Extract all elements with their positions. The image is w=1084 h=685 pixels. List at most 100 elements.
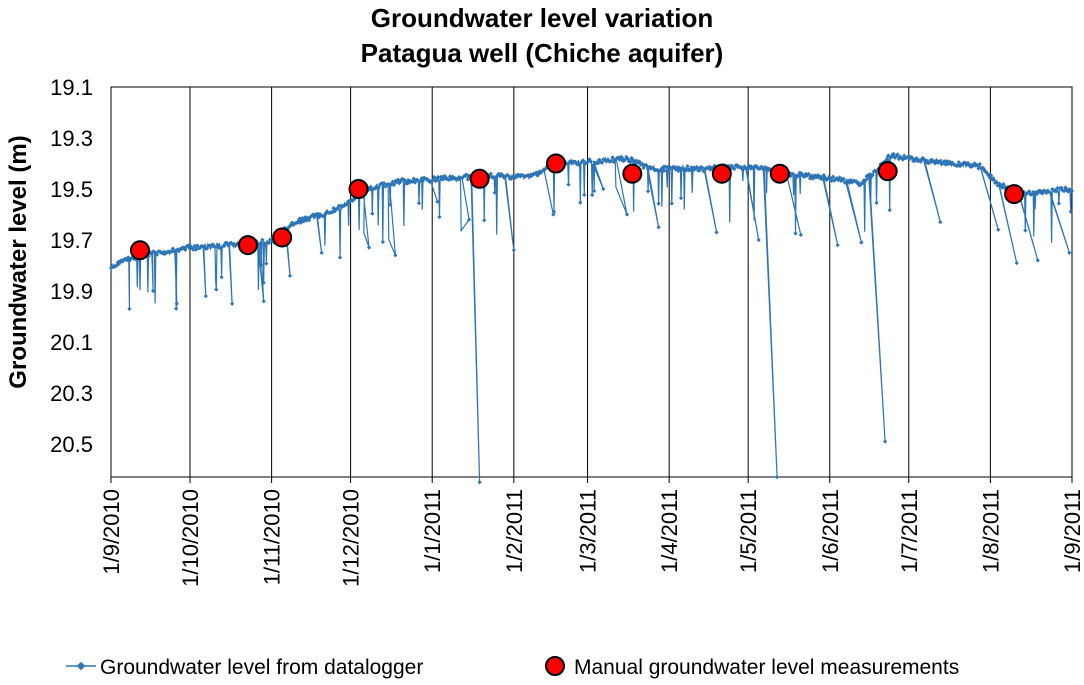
datalogger-point	[261, 280, 266, 285]
datalogger-point	[203, 293, 208, 299]
datalogger-point	[154, 252, 160, 257]
datalogger-point	[774, 475, 780, 480]
datalogger-point	[582, 192, 587, 198]
datalogger-point	[677, 165, 682, 171]
datalogger-point	[1014, 260, 1019, 266]
datalogger-point	[610, 155, 615, 160]
y-tick-label: 20.5	[50, 432, 93, 457]
x-tick-label: 1/4/2011	[657, 489, 682, 573]
datalogger-point	[366, 245, 372, 250]
manual-measurement-point	[622, 163, 643, 184]
datalogger-point	[837, 175, 842, 180]
manual-measurement-point	[237, 235, 258, 256]
datalogger-point	[336, 203, 341, 209]
datalogger-point	[477, 480, 482, 485]
x-tick-label: 1/2/2011	[502, 489, 527, 573]
y-tick-label: 20.3	[50, 381, 93, 406]
datalogger-point	[551, 209, 557, 214]
datalogger-point	[416, 201, 422, 206]
plot-area	[110, 86, 1073, 478]
x-tick-label: 1/10/2010	[178, 489, 203, 587]
datalogger-point	[678, 195, 684, 201]
datalogger-point	[886, 153, 891, 158]
y-axis-label: Groundwater level (m)	[5, 135, 32, 388]
datalogger-point	[437, 214, 442, 220]
datalogger-point	[127, 306, 132, 311]
datalogger-point	[592, 188, 597, 194]
datalogger-point	[819, 177, 824, 182]
chart-subtitle: Patagua well (Chiche aquifer)	[361, 38, 724, 68]
datalogger-point	[534, 170, 539, 175]
datalogger-point	[379, 181, 384, 186]
datalogger-series	[108, 151, 1075, 485]
datalogger-point	[287, 273, 293, 278]
datalogger-point	[976, 166, 981, 171]
datalogger-point	[994, 179, 999, 185]
plot-frame	[110, 86, 1073, 478]
legend-manual-label: Manual groundwater level measurements	[574, 656, 959, 679]
datalogger-point	[699, 165, 705, 170]
datalogger-point	[264, 261, 269, 266]
datalogger-point	[337, 255, 343, 260]
datalogger-point	[873, 169, 878, 174]
datalogger-point	[891, 151, 896, 157]
datalogger-point	[624, 212, 630, 217]
manual-measurement-point	[348, 179, 369, 199]
datalogger-point	[697, 168, 702, 173]
datalogger-point	[488, 171, 493, 176]
datalogger-point	[884, 157, 890, 163]
x-tick-label: 1/7/2011	[897, 489, 922, 573]
datalogger-point	[258, 263, 264, 268]
datalogger-point	[1035, 258, 1040, 263]
manual-measurement-point	[711, 163, 732, 184]
datalogger-point	[566, 182, 571, 187]
x-tick-label: 1/5/2011	[736, 489, 761, 573]
datalogger-point	[656, 201, 661, 206]
datalogger-point	[183, 247, 188, 252]
datalogger-point	[1068, 209, 1073, 214]
x-tick-label: 1/1/2011	[420, 489, 445, 573]
datalogger-point	[436, 174, 441, 180]
x-tick-label: 1/8/2011	[978, 489, 1003, 573]
datalogger-point	[466, 217, 472, 222]
datalogger-point	[694, 164, 699, 170]
datalogger-point	[874, 200, 879, 205]
datalogger-point	[661, 168, 667, 173]
legend: Groundwater level from datalogger Manual…	[66, 656, 959, 679]
datalogger-point	[1069, 188, 1075, 193]
datalogger-point	[1027, 189, 1032, 194]
chart-title: Groundwater level variation	[371, 3, 713, 33]
datalogger-point	[938, 220, 943, 225]
manual-measurement-point	[545, 153, 566, 174]
manual-measurements-series	[129, 153, 1025, 261]
datalogger-point	[174, 306, 179, 311]
datalogger-point	[996, 227, 1001, 232]
datalogger-point	[991, 177, 996, 182]
datalogger-point	[1061, 188, 1067, 194]
datalogger-point	[222, 243, 227, 249]
datalogger-point	[955, 163, 960, 169]
y-axis-ticks: 19.1 19.3 19.5 19.7 19.9 20.1 20.3 20.5	[50, 75, 93, 457]
legend-circle-swatch	[545, 656, 565, 676]
datalogger-point	[938, 158, 943, 164]
datalogger-point	[214, 287, 219, 292]
datalogger-point	[303, 215, 308, 220]
datalogger-point	[821, 173, 826, 178]
datalogger-point	[192, 243, 197, 248]
datalogger-point	[260, 237, 265, 242]
datalogger-point	[266, 240, 272, 246]
datalogger-point	[669, 201, 674, 206]
datalogger-point	[895, 152, 900, 157]
datalogger-point	[732, 166, 737, 172]
datalogger-point	[435, 199, 440, 204]
datalogger-point	[798, 232, 803, 238]
datalogger-point	[1048, 190, 1054, 196]
x-tick-label: 1/9/2011	[1060, 489, 1084, 573]
datalogger-point	[387, 202, 393, 207]
datalogger-point	[385, 182, 391, 187]
datalogger-point	[391, 182, 397, 188]
datalogger-point	[664, 168, 669, 173]
datalogger-point	[297, 216, 303, 221]
datalogger-point	[492, 190, 497, 195]
datalogger-point	[588, 159, 593, 164]
